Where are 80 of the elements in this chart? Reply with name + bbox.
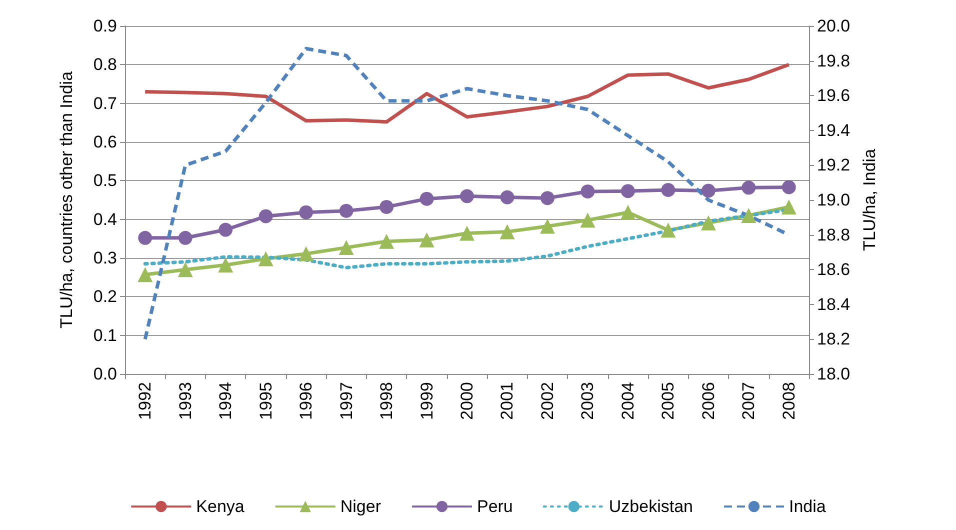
- y2-tick-label: 20.0: [817, 16, 850, 36]
- x-tick-label: 2001: [498, 382, 517, 420]
- point: [460, 226, 474, 241]
- point: [660, 222, 676, 238]
- point: [138, 267, 153, 282]
- x-tick-label: 2000: [458, 382, 476, 420]
- point: [500, 190, 514, 204]
- point: [620, 204, 636, 220]
- point: [580, 184, 595, 198]
- y2-tick-label: 19.0: [817, 190, 850, 210]
- point: [419, 232, 434, 248]
- legend-label: India: [788, 497, 826, 516]
- point: [218, 257, 234, 272]
- point: [700, 215, 716, 230]
- point: [299, 205, 314, 220]
- x-tick-label: 1996: [296, 382, 316, 420]
- y-tick-label: 0.7: [93, 94, 117, 113]
- x-tick-label: 1995: [256, 382, 276, 420]
- x-tick-label: 1997: [336, 382, 356, 420]
- legend-label: Uzbekistan: [608, 497, 693, 516]
- y-tick-label: 0.9: [93, 16, 117, 36]
- x-tick-label: 2008: [779, 382, 798, 420]
- y2-tick-label: 19.8: [817, 51, 850, 70]
- point: [339, 204, 354, 218]
- y2-tick-label: 19.2: [817, 156, 850, 175]
- x-tick-label: 1999: [417, 382, 436, 420]
- point: [742, 180, 756, 195]
- x-tick-label: 1994: [216, 382, 236, 420]
- point: [258, 251, 274, 266]
- y-tick-label: 0.5: [93, 171, 117, 190]
- point: [298, 246, 314, 262]
- y-axis-title: TLU/ha, countries other than India: [57, 70, 76, 329]
- x-tick-label: 2007: [739, 382, 758, 420]
- y2-tick-label: 18.2: [817, 330, 850, 349]
- point: [420, 192, 434, 206]
- y2-tick-label: 18.4: [817, 294, 850, 314]
- x-tick-label: 1992: [136, 382, 155, 420]
- legend-label: Peru: [476, 497, 513, 516]
- y-tick-label: 0.2: [93, 287, 117, 306]
- point: [380, 200, 394, 214]
- point: [178, 262, 193, 278]
- x-tick-label: 2004: [618, 382, 638, 420]
- y-tick-label: 0.0: [93, 364, 117, 384]
- point: [460, 189, 474, 204]
- y2-axis-title: TLU/ha, India: [860, 148, 879, 252]
- y2-tick-label: 19.4: [817, 120, 850, 140]
- point: [338, 240, 354, 256]
- point: [218, 222, 233, 237]
- point: [782, 180, 796, 194]
- point: [178, 230, 192, 245]
- y-tick-label: 0.4: [93, 210, 117, 229]
- legend-label: Kenya: [196, 497, 245, 516]
- point: [701, 184, 716, 198]
- point: [540, 191, 554, 206]
- point: [741, 208, 756, 223]
- y-tick-label: 0.1: [93, 326, 117, 345]
- legend-label: Niger: [340, 497, 382, 516]
- point: [580, 212, 596, 228]
- y2-tick-label: 18.8: [817, 225, 850, 244]
- x-tick-label: 2002: [538, 382, 557, 420]
- x-tick-label: 2005: [658, 382, 678, 420]
- y2-tick-label: 18.6: [817, 260, 850, 280]
- point: [500, 224, 515, 240]
- y2-tick-label: 18.0: [817, 364, 850, 384]
- x-tick-label: 2003: [578, 382, 598, 420]
- y2-tick-label: 19.6: [817, 86, 850, 106]
- y-tick-label: 0.8: [93, 55, 117, 74]
- y-tick-label: 0.3: [93, 248, 117, 268]
- x-tick-label: 2006: [698, 382, 718, 420]
- point: [138, 230, 152, 245]
- point: [379, 234, 394, 249]
- point: [781, 199, 796, 214]
- x-tick-label: 1998: [377, 382, 396, 420]
- x-tick-label: 1993: [176, 382, 195, 420]
- point: [540, 218, 555, 234]
- point: [258, 209, 273, 224]
- line-series: [143, 62, 791, 124]
- y-tick-label: 0.6: [93, 132, 117, 152]
- point: [620, 184, 635, 198]
- point: [661, 182, 676, 197]
